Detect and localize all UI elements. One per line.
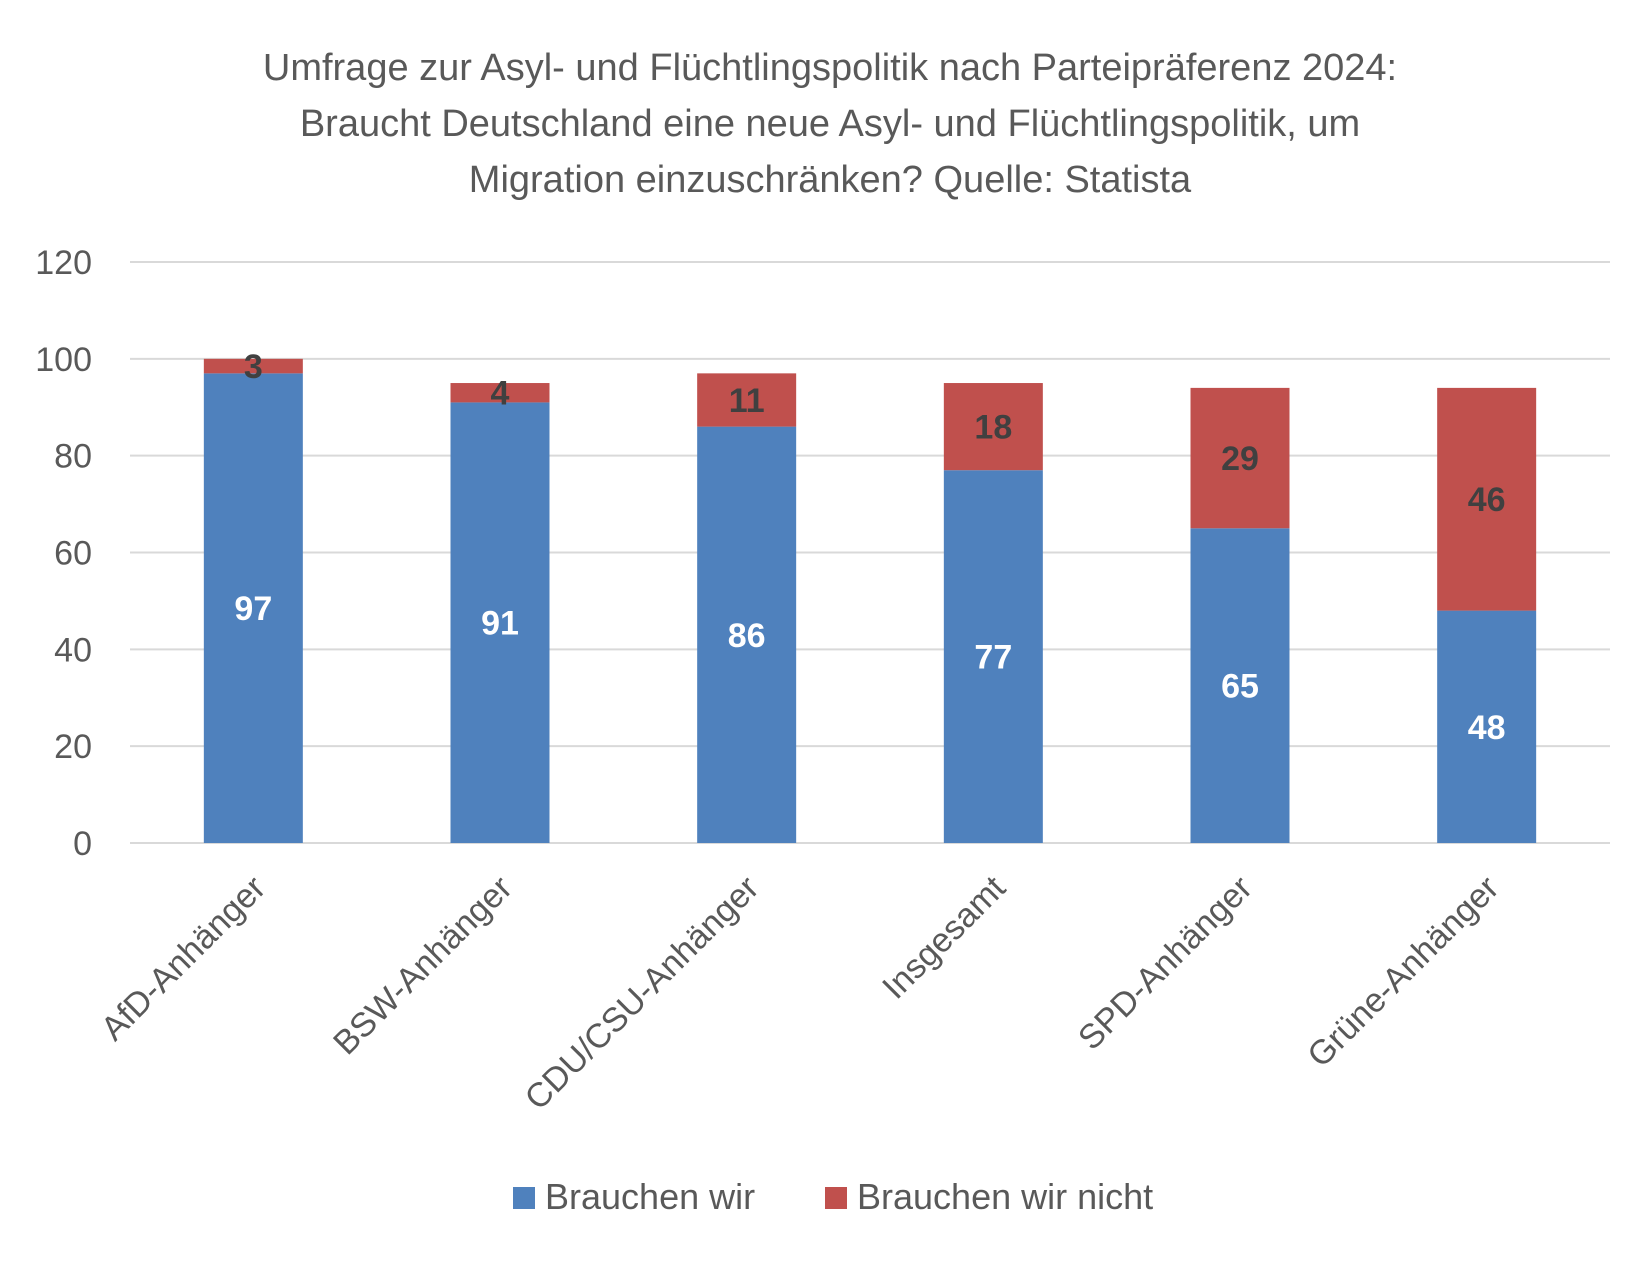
x-tick-label: BSW-Anhänger <box>326 869 519 1062</box>
legend-swatch <box>513 1187 535 1209</box>
data-label: 86 <box>728 617 766 655</box>
bar-segment <box>203 373 303 843</box>
gridlines <box>130 261 1610 844</box>
data-labels: 97 3 91 4 86 11 77 18 65 29 48 46 <box>234 348 1505 747</box>
bar-segment <box>943 470 1043 843</box>
bar-segment <box>1190 387 1290 529</box>
bar-segment <box>450 383 550 403</box>
title-line-3: Migration einzuschränken? Quelle: Statis… <box>469 159 1192 201</box>
data-label: 29 <box>1221 440 1259 478</box>
y-tick-label: 120 <box>35 244 92 282</box>
title-line-2: Braucht Deutschland eine neue Asyl- und … <box>300 103 1360 145</box>
bar-segment <box>1437 387 1537 611</box>
title-line-1: Umfrage zur Asyl- und Flüchtlingspolitik… <box>263 47 1397 89</box>
x-tick-label: SPD-Anhänger <box>1071 869 1260 1058</box>
bar-segment <box>203 358 303 374</box>
legend-label: Brauchen wir nicht <box>857 1176 1153 1217</box>
x-tick-label: Insgesamt <box>875 868 1013 1006</box>
data-label: 46 <box>1468 481 1506 519</box>
x-tick-label: CDU/CSU-Anhänger <box>518 869 767 1118</box>
bars <box>203 358 1537 843</box>
x-tick-label: AfD-Anhänger <box>94 869 273 1048</box>
y-tick-label: 40 <box>54 631 92 669</box>
y-tick-label: 0 <box>73 825 92 863</box>
y-tick-label: 80 <box>54 438 92 476</box>
bar-segment <box>450 402 550 843</box>
legend-swatch <box>825 1187 847 1209</box>
chart-title: Umfrage zur Asyl- und Flüchtlingspolitik… <box>263 47 1397 201</box>
data-label: 77 <box>974 639 1012 677</box>
data-label: 91 <box>481 605 519 643</box>
bar-segment <box>1437 610 1537 843</box>
data-label: 48 <box>1468 709 1506 747</box>
data-label: 65 <box>1221 668 1259 706</box>
x-axis: AfD-Anhänger BSW-AnhängerCDU/CSU-Anhänger… <box>94 868 1507 1117</box>
bar-segment <box>697 426 797 843</box>
data-label: 97 <box>234 590 272 628</box>
x-tick-label: Grüne-Anhänger <box>1300 869 1506 1075</box>
bar-segment <box>1190 528 1290 843</box>
legend: Brauchen wir Brauchen wir nicht <box>513 1176 1153 1217</box>
data-label: 4 <box>491 375 510 413</box>
bar-segment <box>943 383 1043 471</box>
bar-segment <box>697 373 797 427</box>
y-tick-label: 20 <box>54 728 92 766</box>
legend-label: Brauchen wir <box>545 1176 755 1217</box>
data-label: 18 <box>974 409 1012 447</box>
data-label: 11 <box>729 382 765 420</box>
data-label: 3 <box>244 348 263 386</box>
y-tick-label: 100 <box>35 341 92 379</box>
y-axis: 0 20 40 60 80 100 120 <box>35 244 92 863</box>
y-tick-label: 60 <box>54 535 92 573</box>
